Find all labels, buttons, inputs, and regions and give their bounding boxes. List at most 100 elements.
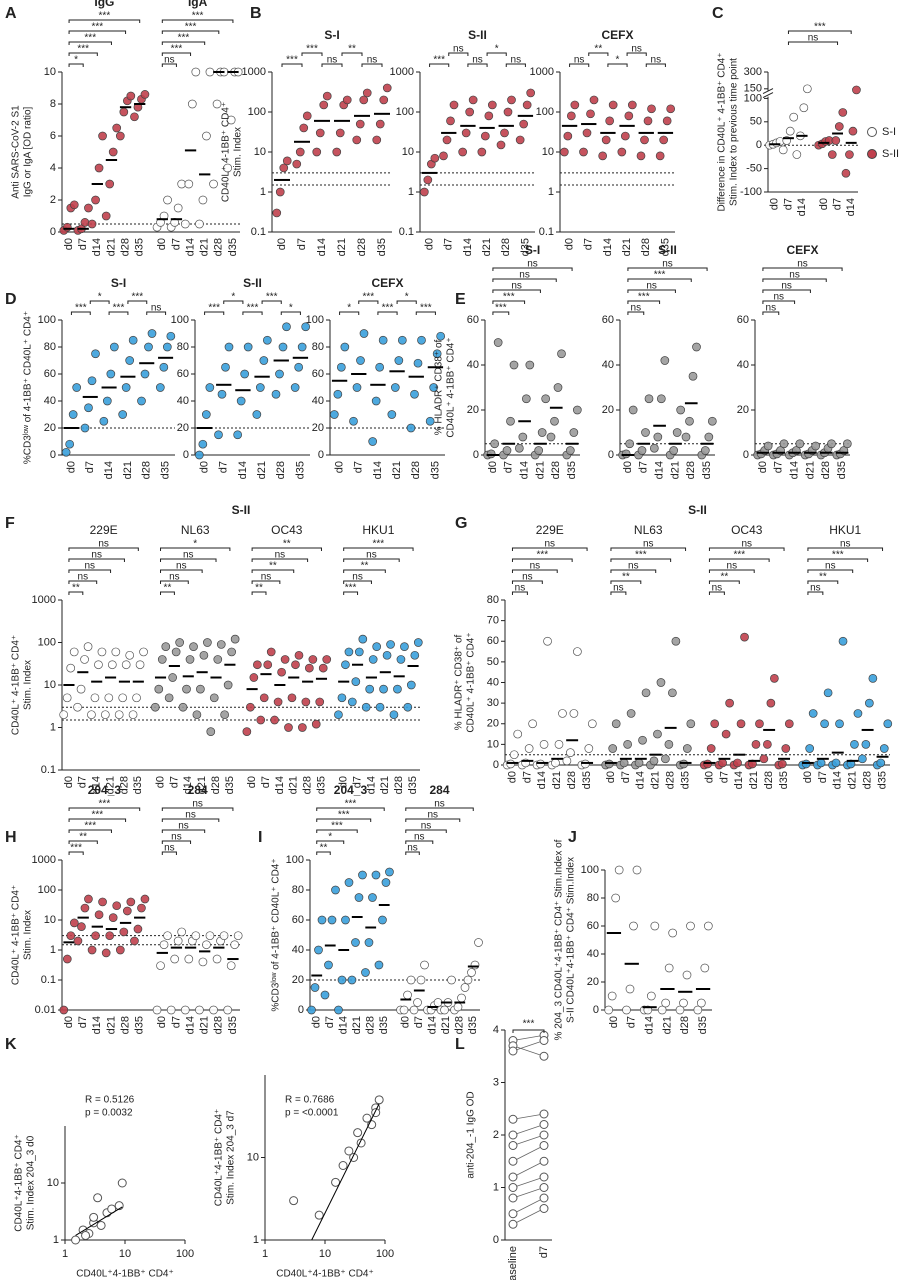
data-point [508, 1219, 518, 1229]
y-tick-label: 0 [183, 449, 189, 461]
data-point [650, 921, 660, 931]
data-point [662, 116, 672, 126]
data-point [508, 1141, 518, 1150]
significance-label: ns [810, 583, 821, 594]
data-point [539, 1109, 549, 1119]
y-tick-label: 6 [50, 130, 56, 142]
y-tick-label: 40 [737, 359, 749, 371]
data-point [310, 983, 320, 992]
data-point [406, 423, 416, 433]
data-point [139, 647, 148, 657]
data-point [157, 655, 167, 664]
significance-bracket [316, 829, 358, 833]
data-point [432, 349, 442, 359]
data-point [98, 131, 107, 141]
significance-label: *** [635, 550, 647, 561]
data-point [508, 1114, 518, 1124]
x-tick-label: d7 [168, 776, 180, 788]
significance-bracket [108, 311, 129, 315]
pair-line [512, 1197, 545, 1215]
x-tick-label: d7 [831, 198, 843, 210]
data-point [582, 128, 592, 138]
x-tick-label: d0 [156, 1016, 168, 1028]
data-point [168, 673, 177, 682]
y-tick-label: 100 [536, 106, 554, 118]
x-tick-label: d28 [862, 771, 874, 789]
data-point [378, 335, 388, 345]
data-point [850, 740, 859, 749]
data-point [656, 678, 666, 687]
data-point [236, 396, 246, 406]
data-point [212, 954, 222, 964]
data-point [539, 1051, 549, 1061]
x-tick-label: d0 [246, 776, 258, 788]
significance-bracket [645, 63, 666, 67]
x-tick-label: d0 [608, 1016, 620, 1028]
x-tick-label: d35 [429, 461, 441, 479]
data-point [403, 702, 413, 712]
data-point [468, 95, 478, 105]
significance-label: ns [544, 539, 555, 550]
data-point [205, 383, 215, 392]
annotation: p = 0.0032 [85, 1108, 133, 1119]
data-point [115, 945, 125, 955]
data-point [779, 439, 789, 449]
data-point [307, 1005, 316, 1015]
x-tick-label: d0 [563, 238, 575, 250]
significance-label: ns [78, 572, 89, 583]
data-point [546, 432, 556, 442]
y-tick-label: 4 [50, 162, 56, 174]
x-tick-label: d0 [605, 771, 617, 783]
significance-label: * [193, 539, 197, 550]
x-tick-label: 10 [319, 1248, 331, 1260]
y-axis-label: CD40L⁺ 4-1BB⁺ CD4⁺ [466, 632, 477, 732]
data-point [707, 416, 717, 426]
data-point [644, 394, 654, 404]
y-tick-label: 0.01 [35, 1004, 56, 1016]
y-axis-label: anti-204_-1 IgG OD [466, 1091, 477, 1178]
significance-bracket [341, 52, 363, 56]
data-point [368, 437, 378, 446]
significance-label: *** [523, 1019, 535, 1030]
data-point [865, 698, 874, 708]
data-point [315, 128, 325, 138]
data-point [430, 153, 440, 163]
data-point [463, 975, 473, 985]
significance-label: *** [70, 843, 82, 854]
data-point [242, 727, 252, 736]
x-tick-label: d14 [462, 238, 474, 256]
y-axis-label: Stim. Index 204_3 d0 [26, 1135, 37, 1230]
y-tick-label: 1000 [530, 66, 554, 78]
significance-bracket [251, 591, 267, 595]
significance-label: ns [646, 281, 657, 292]
significance-bracket [68, 840, 98, 844]
significance-bracket [429, 63, 450, 67]
axis-break-mark [762, 88, 774, 95]
y-tick-label: 100 [171, 314, 189, 326]
x-tick-label: d14 [91, 238, 103, 256]
x-tick-label: d7 [170, 238, 182, 250]
significance-bracket [161, 63, 177, 67]
data-point [299, 123, 309, 133]
x-tick-label: d35 [701, 461, 713, 479]
group-title: 204_3 [334, 783, 368, 797]
significance-bracket [251, 547, 322, 551]
data-point [156, 961, 165, 971]
significance-bracket [807, 591, 824, 595]
data-point [390, 383, 400, 392]
data-point [470, 960, 480, 970]
x-tick-label: 100 [376, 1248, 394, 1260]
data-point [417, 335, 426, 345]
data-point [706, 744, 716, 753]
y-tick-label: 100 [248, 106, 266, 118]
x-tick-label: d35 [519, 238, 531, 256]
significance-label: *** [286, 55, 298, 66]
significance-label: * [74, 55, 78, 66]
data-point [374, 1095, 384, 1105]
y-axis-label: CD40L⁺ 4-1BB⁺ CD4⁺ [446, 337, 457, 437]
significance-bracket [415, 311, 436, 315]
data-point [226, 115, 236, 125]
chart-title: S-II [688, 503, 707, 517]
data-point [557, 349, 566, 359]
x-tick-label: d21 [804, 461, 816, 479]
